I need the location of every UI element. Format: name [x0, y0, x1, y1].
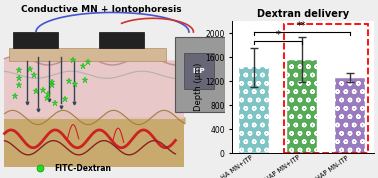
FancyBboxPatch shape — [184, 53, 214, 89]
FancyBboxPatch shape — [14, 32, 59, 48]
Bar — [284, 24, 368, 153]
Text: Conductive MN + Iontophoresis: Conductive MN + Iontophoresis — [21, 5, 181, 14]
Bar — [239, 67, 269, 153]
Bar — [335, 78, 365, 153]
Polygon shape — [5, 117, 184, 167]
FancyBboxPatch shape — [175, 37, 225, 112]
Text: FITC-Dextran: FITC-Dextran — [54, 164, 111, 173]
Text: *: * — [276, 30, 280, 40]
Bar — [287, 60, 317, 153]
Title: Dextran delivery: Dextran delivery — [257, 9, 349, 19]
Polygon shape — [5, 61, 184, 119]
Text: **: ** — [297, 21, 307, 31]
Text: ITP: ITP — [193, 68, 205, 74]
FancyBboxPatch shape — [99, 32, 144, 48]
Polygon shape — [9, 48, 166, 61]
Y-axis label: Depth (μm): Depth (μm) — [194, 63, 203, 111]
